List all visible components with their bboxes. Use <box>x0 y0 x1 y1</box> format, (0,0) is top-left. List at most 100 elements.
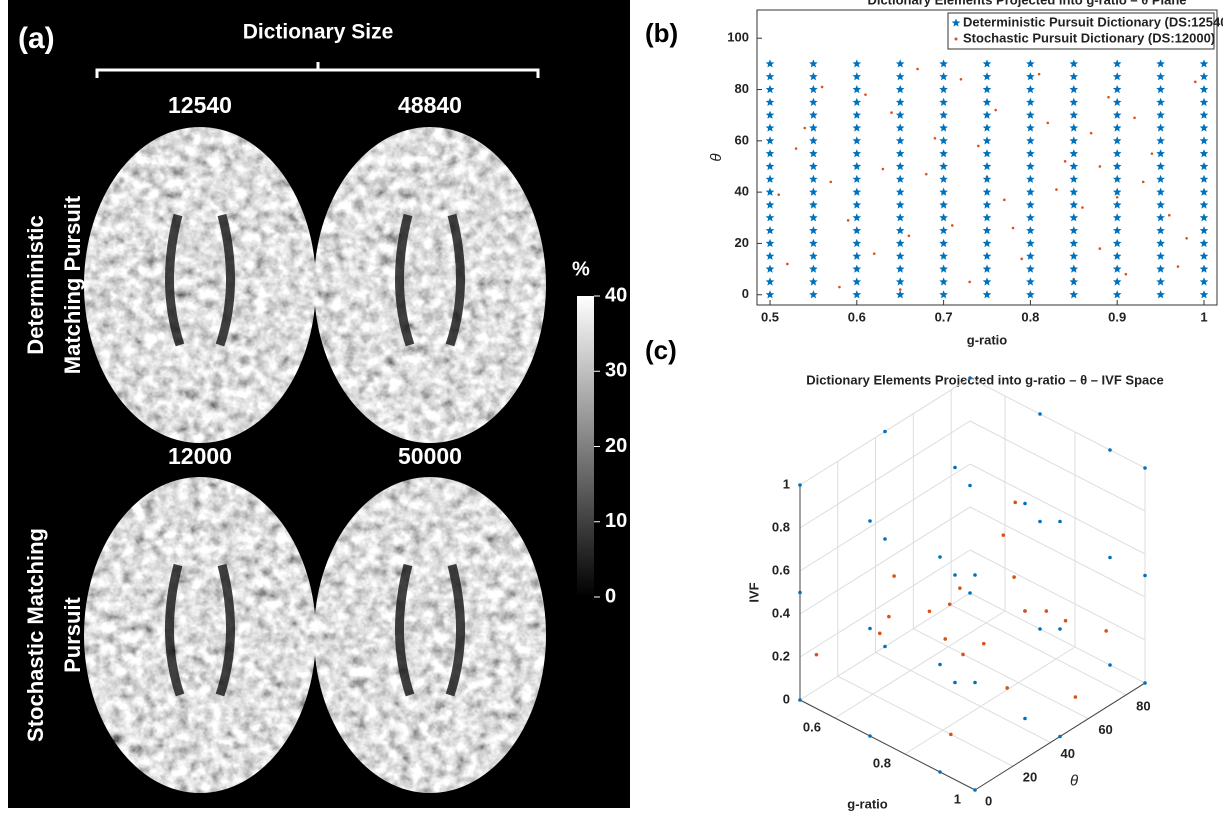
point <box>1112 187 1122 196</box>
point <box>938 770 942 774</box>
point <box>1150 152 1154 155</box>
row-label: Pursuit <box>60 596 85 672</box>
point <box>765 149 775 158</box>
point <box>1026 226 1035 235</box>
z-axis-label: IVF <box>746 582 761 602</box>
point <box>838 285 841 289</box>
point <box>798 590 802 595</box>
point <box>977 144 980 148</box>
point <box>809 213 818 222</box>
brain-map <box>84 127 316 443</box>
chart-title: Dictionary Elements Projected into g-rat… <box>806 372 1163 387</box>
point <box>852 110 862 119</box>
point <box>809 226 818 235</box>
point <box>973 788 977 792</box>
point <box>1069 200 1079 209</box>
point <box>939 59 948 68</box>
point <box>982 200 992 209</box>
point <box>765 277 775 286</box>
point <box>1055 188 1058 191</box>
y-tick-label: 60 <box>1098 722 1112 737</box>
point <box>1112 136 1122 145</box>
point <box>868 519 872 523</box>
point <box>1020 257 1024 261</box>
point <box>1156 59 1165 68</box>
point <box>1112 277 1122 286</box>
point <box>809 123 818 132</box>
point <box>1124 272 1128 276</box>
point <box>1026 174 1035 183</box>
panel-label: (a) <box>18 22 55 55</box>
point <box>1156 97 1165 106</box>
point <box>939 123 948 132</box>
point <box>1063 160 1067 163</box>
point <box>1185 237 1188 240</box>
point <box>982 162 992 171</box>
z-tick-label: 1 <box>783 476 790 491</box>
point <box>1112 110 1122 119</box>
point <box>1026 251 1035 260</box>
point <box>1156 85 1165 94</box>
point <box>939 251 948 260</box>
point <box>765 136 775 145</box>
grid-line <box>834 610 1006 719</box>
point <box>1073 695 1078 699</box>
y-tick-label: 20 <box>1023 770 1037 785</box>
point <box>1156 149 1165 158</box>
point <box>938 555 942 559</box>
column-label: 12000 <box>168 443 232 469</box>
point <box>765 251 775 260</box>
grid-line <box>969 463 1146 555</box>
point <box>1069 174 1079 183</box>
point <box>982 59 992 68</box>
point <box>968 483 972 488</box>
point <box>982 290 992 299</box>
point <box>982 110 992 119</box>
point <box>939 264 948 273</box>
column-label: 48840 <box>398 92 462 118</box>
point <box>1069 290 1079 299</box>
point <box>809 149 818 158</box>
z-tick-label: 0 <box>783 691 790 706</box>
point <box>981 641 986 646</box>
point <box>968 376 972 380</box>
point <box>1026 59 1035 68</box>
point <box>895 162 905 171</box>
header: Dictionary Size <box>243 21 394 44</box>
y-tick-label: 0 <box>742 286 749 301</box>
point <box>1012 575 1016 579</box>
point <box>939 72 948 81</box>
point <box>982 123 992 132</box>
point <box>982 226 992 235</box>
point <box>1199 162 1209 171</box>
point <box>809 238 818 248</box>
plot-area <box>756 9 1218 306</box>
point <box>765 264 775 273</box>
column-label: 12540 <box>168 92 232 118</box>
y-tick-label: 100 <box>727 30 749 45</box>
point <box>809 290 818 299</box>
point <box>809 110 818 119</box>
point <box>1069 251 1079 260</box>
point <box>1156 277 1165 286</box>
panel-label: (c) <box>645 335 677 365</box>
grid-line <box>969 592 1146 684</box>
point <box>1081 206 1084 209</box>
point <box>765 162 775 171</box>
colorbar-tick-label: 20 <box>605 435 627 457</box>
point <box>1013 500 1018 505</box>
x-tick-label: 0.7 <box>935 309 953 324</box>
point <box>1058 734 1062 739</box>
point <box>1194 80 1197 84</box>
point <box>982 277 992 286</box>
x-axis-label: g-ratio <box>847 796 888 811</box>
y-tick-label: 80 <box>735 81 749 96</box>
point <box>765 97 775 106</box>
row-label: Matching Pursuit <box>60 195 85 374</box>
point <box>1156 200 1165 209</box>
grid-line <box>950 604 1127 696</box>
grid-line <box>799 463 971 572</box>
point <box>1026 110 1035 119</box>
point <box>939 149 948 158</box>
point <box>1112 72 1122 81</box>
